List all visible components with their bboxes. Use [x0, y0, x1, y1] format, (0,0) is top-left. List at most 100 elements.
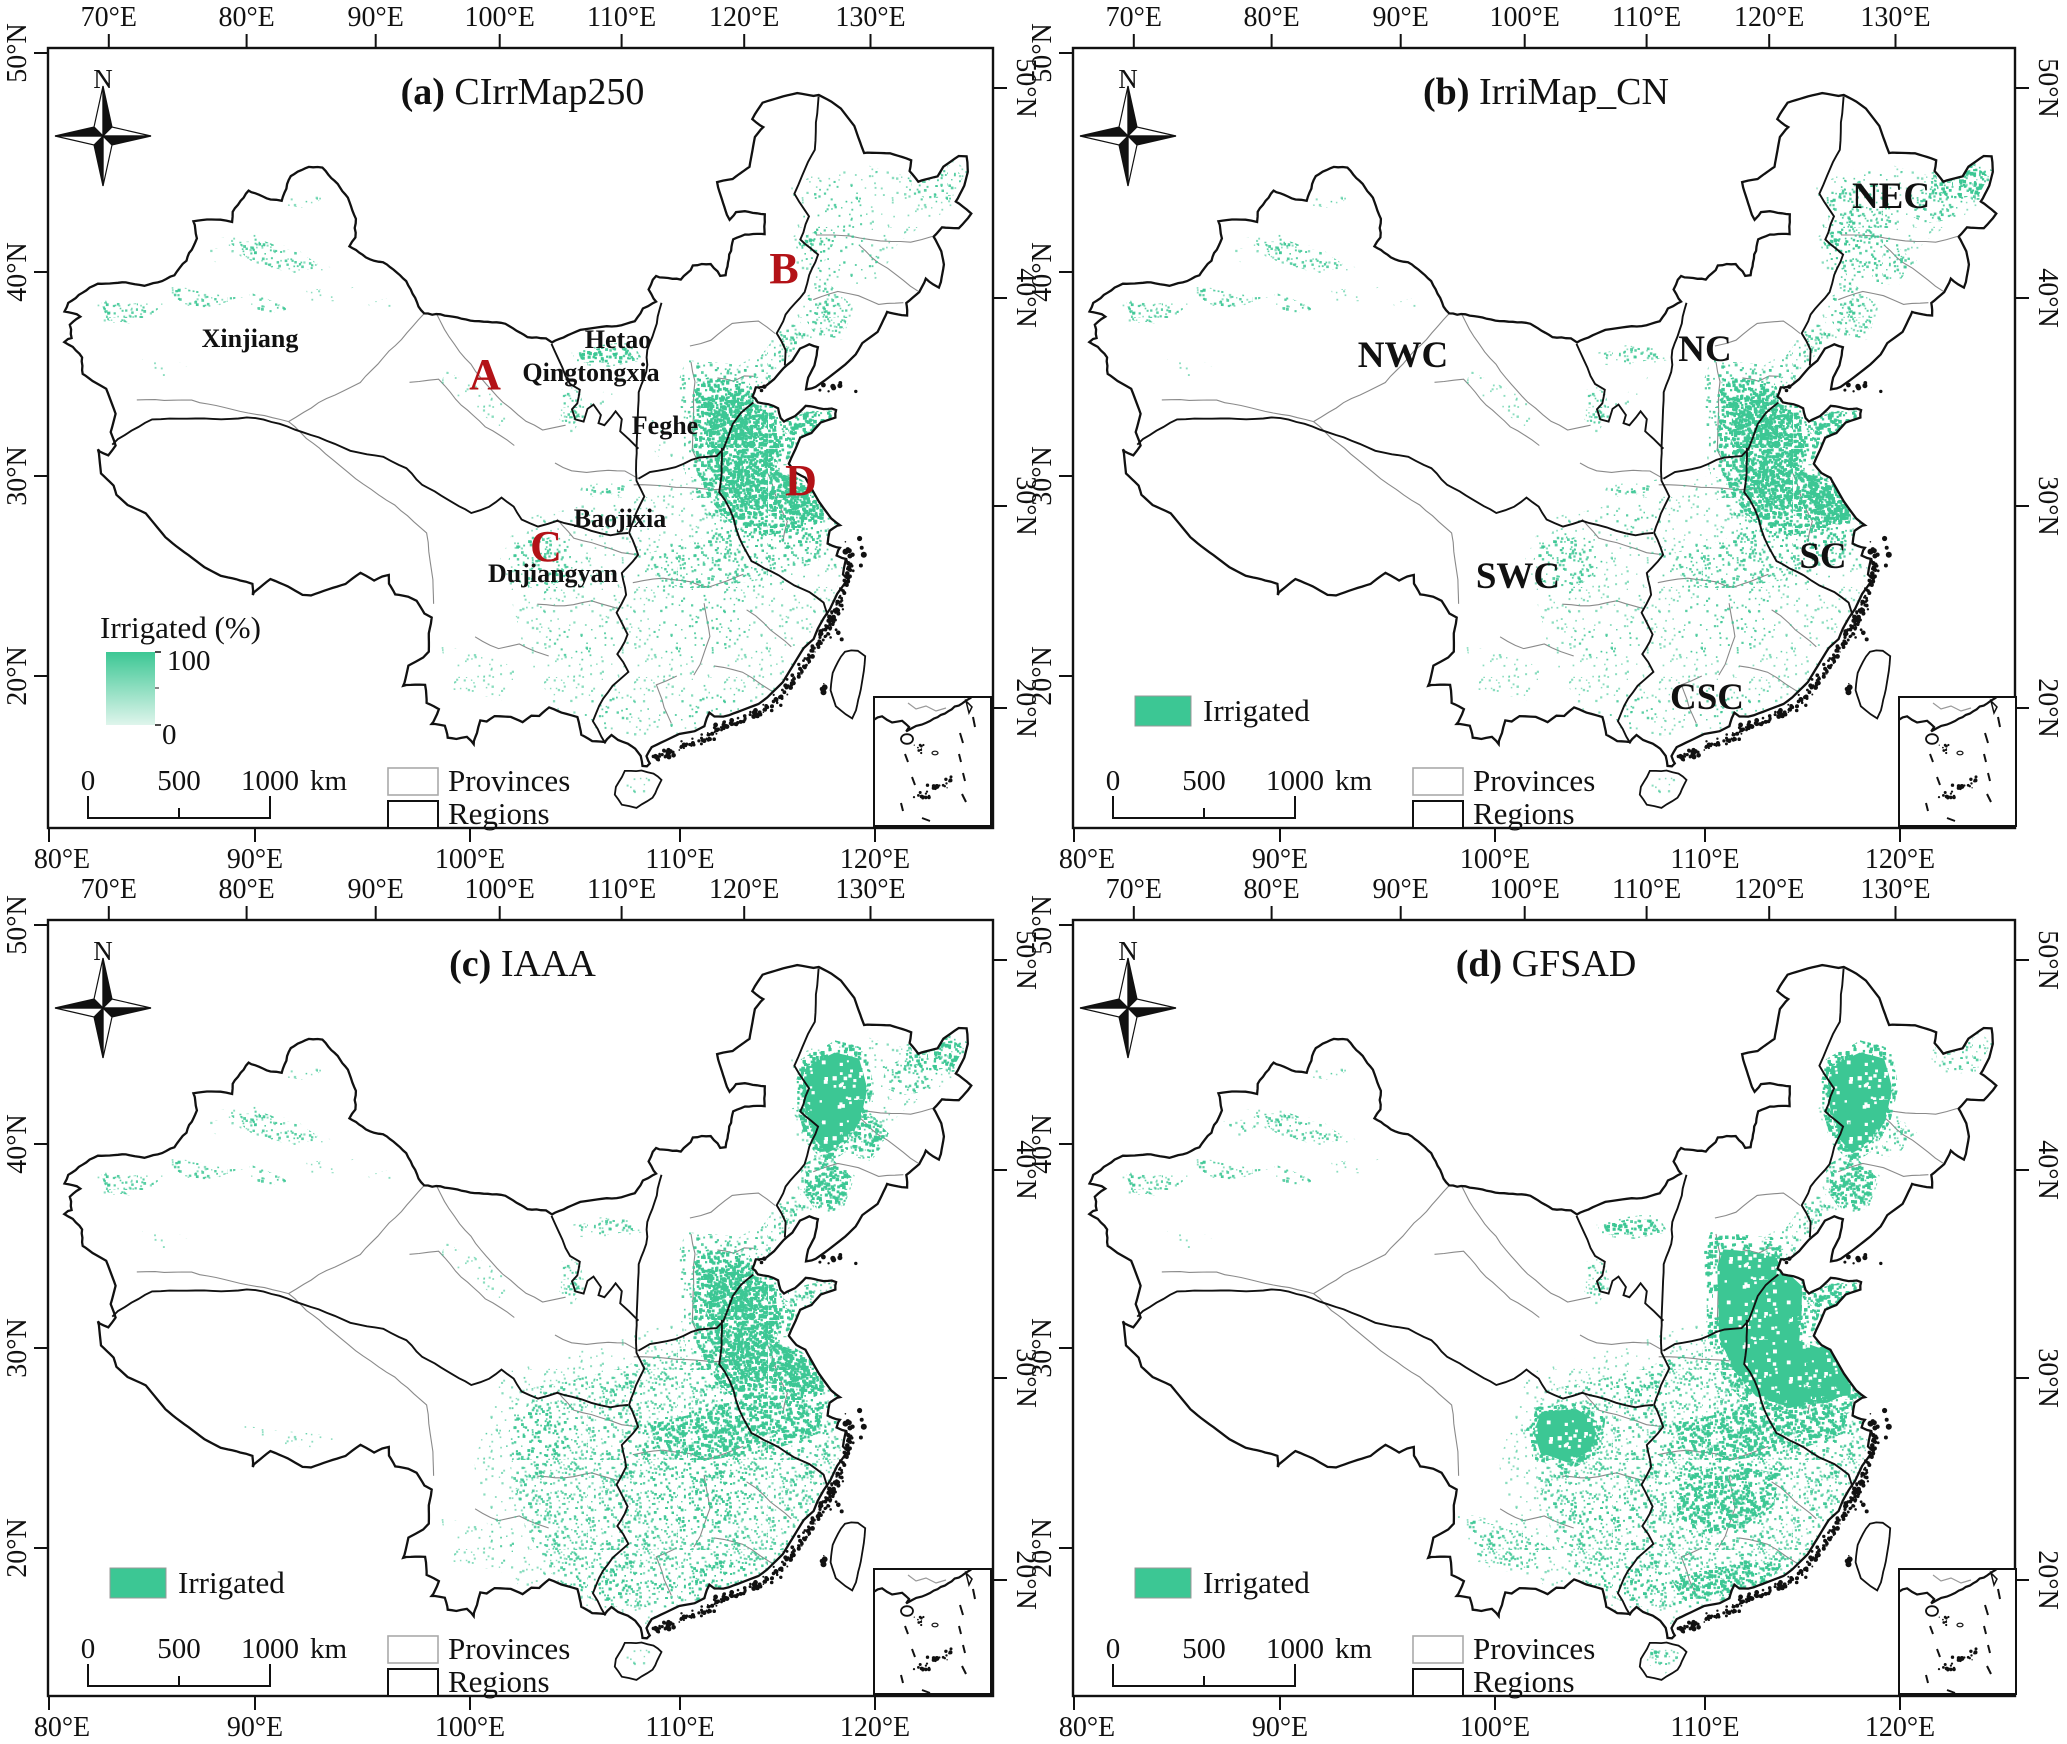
svg-text:100°E: 100°E [1490, 2, 1560, 33]
svg-text:100°E: 100°E [435, 844, 505, 875]
svg-text:20°N: 20°N [2032, 678, 2063, 737]
svg-text:100°E: 100°E [465, 2, 535, 33]
svg-text:40°N: 40°N [1027, 1114, 1058, 1173]
svg-text:Regions: Regions [448, 796, 550, 831]
svg-text:120°E: 120°E [1865, 1712, 1935, 1743]
svg-text:120°E: 120°E [1734, 2, 1804, 33]
svg-text:40°N: 40°N [1010, 1140, 1041, 1199]
svg-text:110°E: 110°E [645, 1712, 714, 1743]
svg-text:Regions: Regions [448, 1664, 550, 1699]
svg-text:120°E: 120°E [709, 2, 779, 33]
svg-text:500: 500 [1182, 765, 1226, 797]
svg-text:100: 100 [167, 645, 211, 677]
svg-text:90°E: 90°E [348, 874, 404, 905]
svg-text:70°E: 70°E [1106, 874, 1162, 905]
svg-text:A: A [469, 350, 501, 399]
svg-text:100°E: 100°E [435, 1712, 505, 1743]
svg-text:80°E: 80°E [218, 2, 274, 33]
svg-text:30°N: 30°N [2032, 1348, 2063, 1407]
svg-text:(a) CIrrMap250: (a) CIrrMap250 [401, 71, 645, 113]
svg-text:1000: 1000 [1266, 1633, 1324, 1665]
svg-text:N: N [1118, 936, 1138, 966]
svg-text:30°N: 30°N [1010, 1348, 1041, 1407]
svg-text:20°N: 20°N [1010, 1550, 1041, 1609]
svg-text:Provinces: Provinces [448, 763, 570, 798]
svg-text:50°N: 50°N [1010, 930, 1041, 989]
svg-text:30°N: 30°N [1027, 446, 1058, 505]
svg-text:20°N: 20°N [1027, 1518, 1058, 1577]
svg-text:90°E: 90°E [227, 1712, 283, 1743]
svg-text:40°N: 40°N [2032, 1140, 2063, 1199]
svg-text:NEC: NEC [1852, 176, 1930, 217]
svg-text:50°N: 50°N [2032, 58, 2063, 117]
svg-text:80°E: 80°E [218, 874, 274, 905]
svg-text:100°E: 100°E [1460, 1712, 1530, 1743]
svg-text:0: 0 [81, 765, 96, 797]
svg-text:80°E: 80°E [1243, 2, 1299, 33]
svg-text:D: D [785, 456, 817, 505]
svg-text:90°E: 90°E [1252, 1712, 1308, 1743]
svg-text:90°E: 90°E [348, 2, 404, 33]
svg-text:110°E: 110°E [645, 844, 714, 875]
svg-text:Dujiangyan: Dujiangyan [488, 559, 619, 588]
svg-text:1000: 1000 [1266, 765, 1324, 797]
svg-text:100°E: 100°E [1490, 874, 1560, 905]
svg-text:0: 0 [162, 719, 177, 751]
svg-text:110°E: 110°E [1612, 874, 1681, 905]
svg-text:20°N: 20°N [2, 1518, 33, 1577]
svg-text:30°N: 30°N [1010, 476, 1041, 535]
svg-text:110°E: 110°E [1670, 844, 1739, 875]
svg-text:C: C [530, 522, 562, 571]
svg-text:50°N: 50°N [2, 895, 33, 954]
svg-text:0: 0 [1106, 765, 1121, 797]
svg-text:80°E: 80°E [1059, 1712, 1115, 1743]
svg-text:Baojixia: Baojixia [574, 504, 666, 533]
svg-text:120°E: 120°E [840, 844, 910, 875]
svg-text:SWC: SWC [1476, 556, 1560, 597]
svg-text:20°N: 20°N [1027, 646, 1058, 705]
svg-text:Irrigated: Irrigated [1203, 693, 1310, 728]
svg-text:500: 500 [157, 765, 201, 797]
svg-text:Regions: Regions [1473, 1664, 1575, 1699]
svg-text:80°E: 80°E [34, 1712, 90, 1743]
svg-text:110°E: 110°E [1612, 2, 1681, 33]
svg-text:N: N [93, 64, 113, 94]
svg-text:km: km [310, 765, 348, 797]
svg-text:40°N: 40°N [1010, 268, 1041, 327]
svg-text:110°E: 110°E [587, 874, 656, 905]
svg-text:130°E: 130°E [1860, 874, 1930, 905]
svg-text:(b) IrriMap_CN: (b) IrriMap_CN [1423, 71, 1669, 113]
svg-text:1000: 1000 [241, 1633, 299, 1665]
svg-text:SC: SC [1799, 536, 1846, 577]
svg-text:120°E: 120°E [1734, 874, 1804, 905]
svg-text:500: 500 [157, 1633, 201, 1665]
svg-text:30°N: 30°N [1027, 1318, 1058, 1377]
svg-text:Provinces: Provinces [448, 1631, 570, 1666]
svg-text:B: B [769, 244, 798, 293]
svg-text:130°E: 130°E [1860, 2, 1930, 33]
svg-text:500: 500 [1182, 1633, 1226, 1665]
svg-text:20°N: 20°N [1010, 678, 1041, 737]
svg-text:80°E: 80°E [1243, 874, 1299, 905]
svg-text:20°N: 20°N [2, 646, 33, 705]
svg-text:70°E: 70°E [1106, 2, 1162, 33]
svg-text:Irrigated: Irrigated [178, 1565, 285, 1600]
svg-text:km: km [310, 1633, 348, 1665]
svg-text:90°E: 90°E [1373, 2, 1429, 33]
svg-text:40°N: 40°N [1027, 242, 1058, 301]
svg-text:Provinces: Provinces [1473, 1631, 1595, 1666]
svg-text:50°N: 50°N [1010, 58, 1041, 117]
svg-text:30°N: 30°N [2, 1318, 33, 1377]
svg-text:40°N: 40°N [2032, 268, 2063, 327]
svg-text:0: 0 [1106, 1633, 1121, 1665]
svg-text:km: km [1335, 765, 1373, 797]
svg-text:90°E: 90°E [227, 844, 283, 875]
svg-text:(d) GFSAD: (d) GFSAD [1456, 943, 1637, 985]
svg-text:50°N: 50°N [2, 23, 33, 82]
svg-text:50°N: 50°N [2032, 930, 2063, 989]
svg-text:Regions: Regions [1473, 796, 1575, 831]
svg-text:Hetao: Hetao [585, 325, 651, 354]
svg-text:NC: NC [1678, 329, 1731, 370]
svg-text:130°E: 130°E [835, 874, 905, 905]
svg-text:Irrigated: Irrigated [1203, 1565, 1310, 1600]
